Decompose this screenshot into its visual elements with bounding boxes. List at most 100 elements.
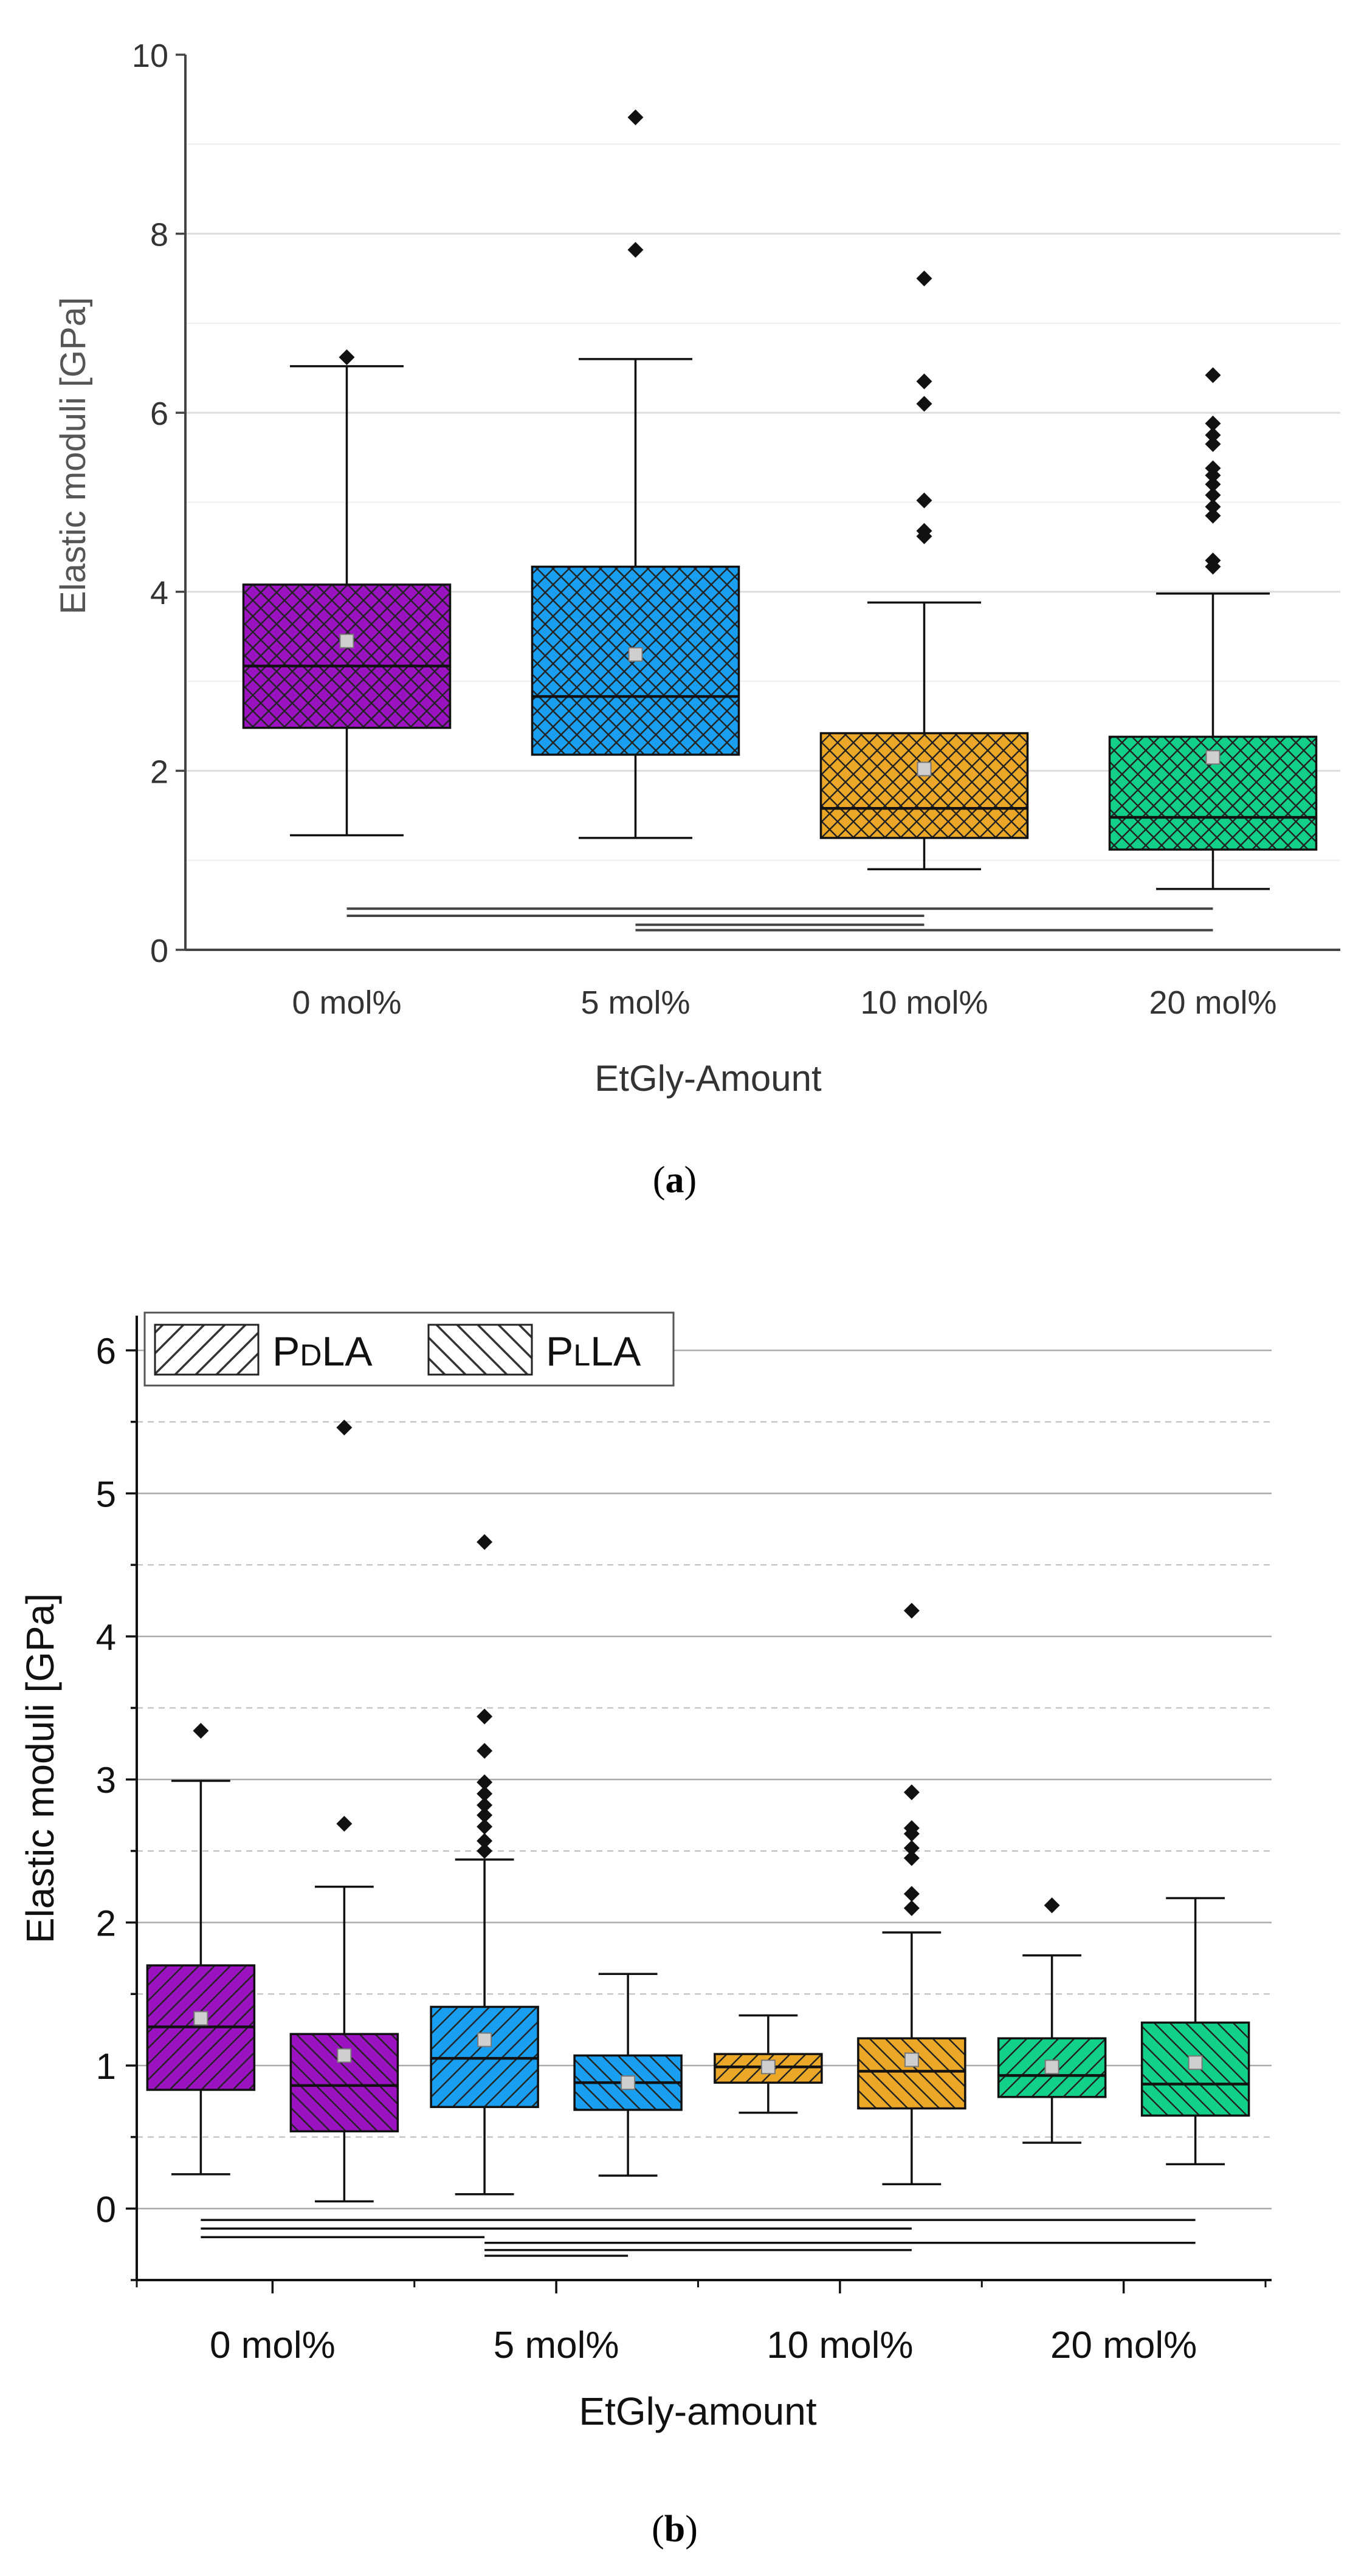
- outlier-b-0-mol-plla-1: [336, 1420, 353, 1436]
- y-tick-label-b-5: 5: [96, 1474, 116, 1514]
- outlier-b-10-mol-plla-2: [903, 1850, 920, 1866]
- outlier-b-10-mol-plla-0: [903, 1900, 920, 1917]
- mean-marker-a-10-mol: [917, 761, 932, 777]
- box-a-10-mol: [819, 270, 1029, 871]
- boxes-a: [242, 109, 1318, 890]
- x-tick-labels-b: 0 mol% 5 mol% 10 mol% 20 mol%: [210, 2324, 1197, 2366]
- x-axis-label-a: EtGly-Amount: [594, 1058, 822, 1099]
- outlier-b-10-mol-plla-5: [903, 1820, 920, 1836]
- mean-marker-a-0-mol: [339, 633, 354, 648]
- mean-marker-b-10-mol-pdla: [760, 2059, 776, 2075]
- box-iqr-b-10-mol-pdla: [714, 2053, 823, 2084]
- outlier-b-5-mol-pdla-8: [477, 1708, 493, 1725]
- significance-bars-a: [346, 907, 1213, 932]
- outlier-b-5-mol-pdla-4: [477, 1797, 493, 1813]
- box-b-10-mol-plla: [857, 1602, 966, 2186]
- axes-b: [126, 1316, 1272, 2293]
- y-tick-label-a-8: 8: [150, 217, 168, 253]
- chart-panel-a: 0 2 4 6 8 10 0 mol% 5 mol% 10 mol% 20 mol% Elast…: [53, 38, 1340, 1201]
- boxes-b: [146, 1420, 1250, 2203]
- x-tick-label-b-20-mol: 20 mol%: [1050, 2324, 1197, 2366]
- outlier-b-0-mol-plla-0: [336, 1816, 353, 1832]
- outlier-b-10-mol-plla-6: [903, 1784, 920, 1801]
- outlier-a-20-mol-7: [1205, 460, 1221, 476]
- legend-label-pdla: PDLA: [272, 1328, 373, 1375]
- box-b-5-mol-pdla: [430, 1534, 539, 2196]
- legend-swatch-pdla: [154, 1324, 260, 1376]
- box-a-0-mol: [242, 349, 452, 837]
- outlier-a-20-mol-5: [1205, 476, 1221, 493]
- y-axis-label-b: Elastic moduli [GPa]: [18, 1593, 62, 1943]
- chart-panel-b: 0 1 2 3 4 5 6 0 mol% 5 mol% 10 mol% 20 mol% PDLA …: [18, 1311, 1272, 2550]
- box-b-0-mol-pdla: [146, 1723, 256, 2176]
- outlier-b-5-mol-pdla-6: [477, 1774, 493, 1790]
- box-iqr-b-0-mol-plla: [289, 2033, 399, 2132]
- outlier-a-20-mol-2: [1205, 507, 1221, 524]
- outlier-b-10-mol-plla-3: [903, 1840, 920, 1856]
- y-tick-label-b-1: 1: [96, 2046, 116, 2087]
- panel-label-a: (a): [653, 1159, 697, 1201]
- x-tick-label-b-0-mol: 0 mol%: [210, 2324, 336, 2366]
- box-iqr-a-10-mol: [819, 732, 1029, 839]
- box-a-5-mol: [531, 109, 740, 839]
- mean-marker-b-20-mol-plla: [1188, 2055, 1203, 2070]
- x-tick-labels-a: 0 mol% 5 mol% 10 mol% 20 mol%: [292, 984, 1276, 1021]
- gridlines-b: [137, 1349, 1272, 2281]
- outlier-a-10-mol-5: [916, 270, 932, 287]
- y-tick-label-b-6: 6: [96, 1331, 116, 1372]
- outlier-b-10-mol-plla-7: [903, 1602, 920, 1619]
- mean-marker-a-5-mol: [628, 647, 643, 662]
- outlier-a-10-mol-1: [916, 523, 932, 539]
- outlier-a-20-mol-11: [1205, 367, 1221, 383]
- x-tick-label-b-10-mol: 10 mol%: [766, 2324, 913, 2366]
- y-tick-label-a-10: 10: [132, 38, 168, 74]
- outlier-a-5-mol-0: [627, 242, 644, 258]
- outlier-a-10-mol-4: [916, 373, 932, 390]
- x-tick-label-a-20-mol: 20 mol%: [1149, 984, 1276, 1021]
- box-b-5-mol-plla: [573, 1973, 683, 2177]
- outlier-a-0-mol-0: [339, 349, 355, 365]
- outlier-a-5-mol-1: [627, 109, 644, 126]
- y-tick-label-a-4: 4: [150, 575, 168, 611]
- box-a-20-mol: [1108, 367, 1318, 890]
- outlier-b-5-mol-pdla-0: [477, 1843, 493, 1859]
- outlier-a-20-mol-9: [1205, 427, 1221, 444]
- x-axis-label-b: EtGly-amount: [579, 2389, 816, 2433]
- y-tick-label-b-0: 0: [96, 2189, 116, 2230]
- x-tick-label-a-5-mol: 5 mol%: [580, 984, 690, 1021]
- outlier-b-5-mol-pdla-9: [477, 1534, 493, 1550]
- legend-label-plla: PLLA: [546, 1328, 641, 1375]
- outlier-a-20-mol-3: [1205, 498, 1221, 515]
- mean-marker-a-20-mol: [1205, 750, 1221, 765]
- mean-marker-b-0-mol-pdla: [193, 2011, 208, 2026]
- outlier-a-10-mol-3: [916, 396, 932, 412]
- outlier-a-10-mol-2: [916, 492, 932, 509]
- box-b-20-mol-plla: [1140, 1897, 1250, 2166]
- mean-marker-b-5-mol-plla: [621, 2075, 636, 2090]
- box-iqr-b-5-mol-pdla: [430, 2005, 539, 2108]
- outlier-a-20-mol-1: [1205, 552, 1221, 569]
- mean-marker-b-0-mol-plla: [337, 2048, 352, 2063]
- outlier-b-5-mol-pdla-5: [477, 1785, 493, 1802]
- mean-marker-b-10-mol-plla: [904, 2052, 919, 2067]
- significance-bars-b: [201, 2219, 1196, 2257]
- x-tick-label-a-10-mol: 10 mol%: [860, 984, 988, 1021]
- outlier-b-5-mol-pdla-1: [477, 1833, 493, 1849]
- legend: PDLA PLLA: [143, 1311, 675, 1387]
- box-iqr-a-0-mol: [242, 583, 452, 729]
- x-tick-label-a-0-mol: 0 mol%: [292, 984, 401, 1021]
- y-tick-label-b-3: 3: [96, 1760, 116, 1801]
- outlier-b-0-mol-pdla-0: [193, 1723, 209, 1739]
- mean-marker-b-20-mol-pdla: [1044, 2059, 1059, 2075]
- y-tick-label-a-0: 0: [150, 933, 168, 969]
- y-tick-label-a-6: 6: [150, 396, 168, 432]
- box-b-10-mol-pdla: [714, 2014, 823, 2114]
- outlier-a-20-mol-10: [1205, 415, 1221, 431]
- outlier-b-5-mol-pdla-2: [477, 1818, 493, 1835]
- box-iqr-b-10-mol-plla: [857, 2037, 966, 2110]
- y-tick-labels-a: 0 2 4 6 8 10: [132, 38, 168, 969]
- outlier-b-5-mol-pdla-7: [477, 1743, 493, 1759]
- box-b-0-mol-plla: [289, 1420, 399, 2203]
- x-tick-label-b-5-mol: 5 mol%: [494, 2324, 619, 2366]
